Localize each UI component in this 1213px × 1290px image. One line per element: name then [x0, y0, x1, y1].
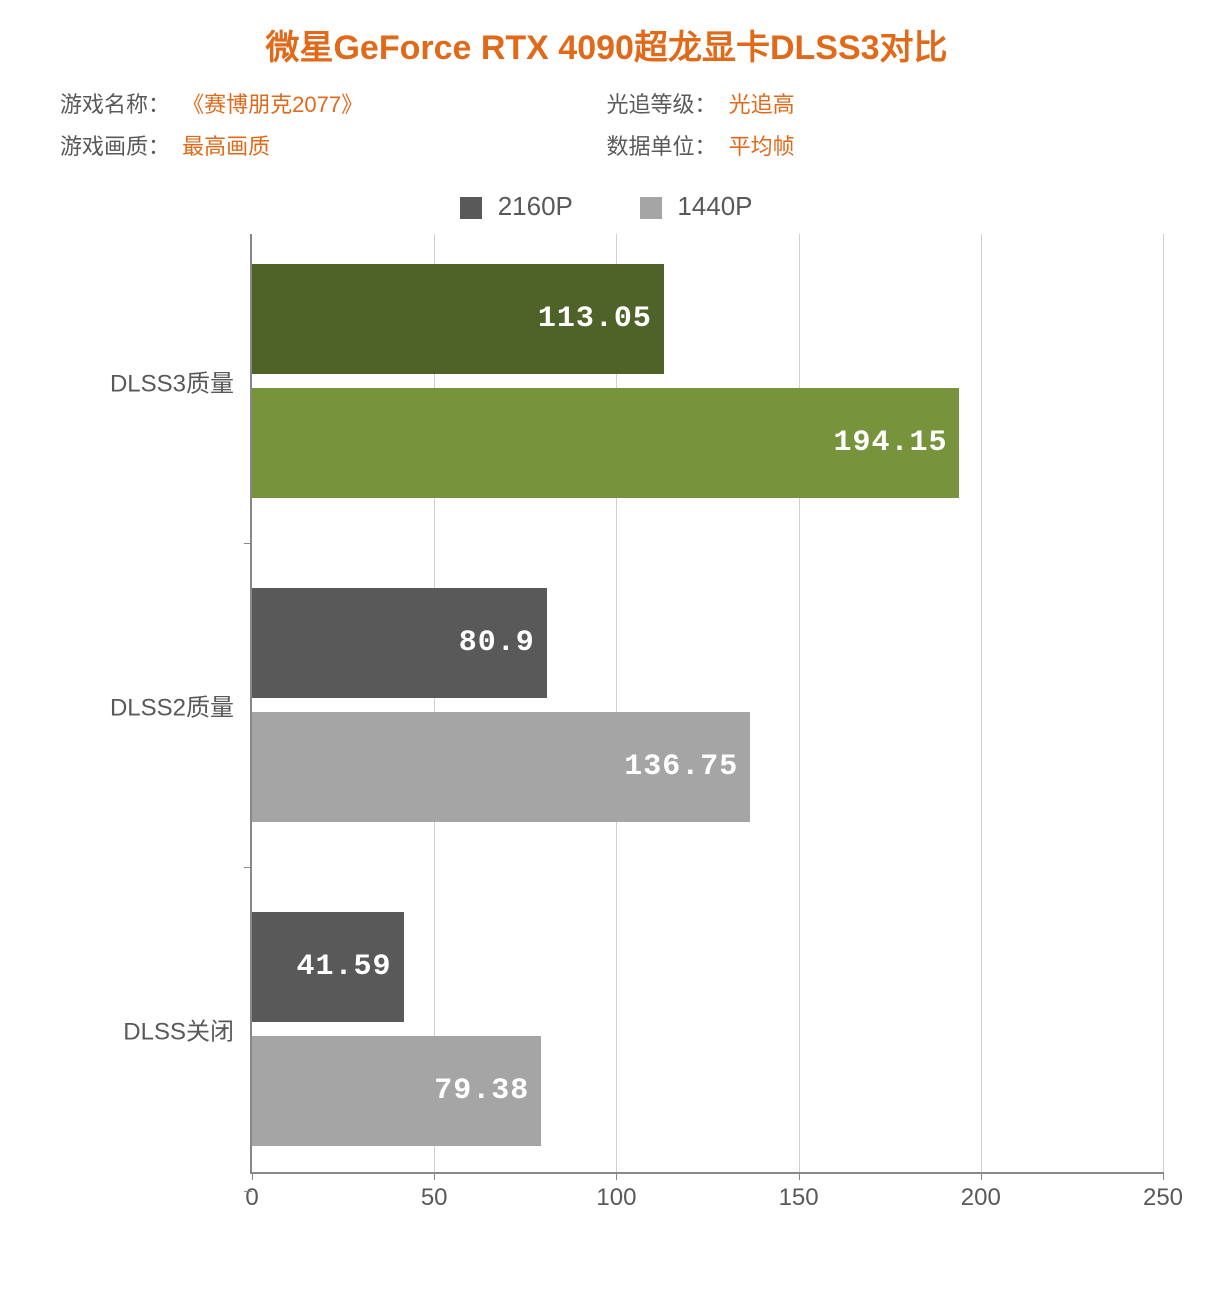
y-tick — [244, 543, 252, 544]
y-category-label: DLSS2质量 — [110, 688, 234, 723]
legend-swatch-2160p — [460, 197, 482, 219]
bar: 80.9 — [252, 588, 547, 698]
x-tick-label: 0 — [245, 1184, 258, 1212]
meta-quality-label: 游戏画质： — [60, 134, 170, 159]
y-tick — [244, 867, 252, 868]
x-tick-label: 150 — [779, 1184, 819, 1212]
meta-quality: 游戏画质： 最高画质 — [60, 129, 607, 161]
legend-item-2160p: 2160P — [460, 191, 572, 222]
legend-swatch-1440p — [640, 197, 662, 219]
chart-area: 0 50 100 150 200 250 DLSS3质量 DLSS2质量 DLSS关闭 113.0… — [30, 234, 1183, 1234]
x-tick-label: 250 — [1143, 1184, 1183, 1212]
x-tick — [799, 1172, 800, 1180]
y-category-label: DLSS3质量 — [110, 364, 234, 399]
y-category-label: DLSS关闭 — [123, 1012, 234, 1047]
meta-block: 游戏名称： 《赛博朋克2077》 光追等级： 光追高 游戏画质： 最高画质 数据… — [30, 87, 1183, 171]
meta-rt-label: 光追等级： — [607, 92, 717, 117]
legend-label-2160p: 2160P — [498, 191, 573, 221]
bar: 113.05 — [252, 264, 664, 374]
plot-area: 050100150200250DLSS3质量DLSS2质量DLSS关闭113.0… — [250, 234, 1163, 1174]
bar: 41.59 — [252, 912, 404, 1022]
x-tick-label: 100 — [596, 1184, 636, 1212]
grid-line — [1163, 234, 1164, 1172]
bar: 194.15 — [252, 388, 959, 498]
meta-unit-label: 数据单位： — [607, 134, 717, 159]
meta-rt-value: 光追高 — [729, 92, 795, 117]
x-tick-label: 50 — [421, 1184, 448, 1212]
x-tick — [434, 1172, 435, 1180]
legend: 2160P 1440P — [30, 191, 1183, 222]
meta-game: 游戏名称： 《赛博朋克2077》 — [60, 87, 607, 119]
meta-unit: 数据单位： 平均帧 — [607, 129, 1154, 161]
grid-line — [616, 234, 617, 1172]
meta-quality-value: 最高画质 — [182, 134, 270, 159]
meta-rt: 光追等级： 光追高 — [607, 87, 1154, 119]
bar-value-label: 79.38 — [434, 1074, 529, 1108]
bar-value-label: 136.75 — [624, 750, 738, 784]
y-tick — [244, 1191, 252, 1192]
bar-value-label: 194.15 — [833, 426, 947, 460]
legend-label-1440p: 1440P — [677, 191, 752, 221]
x-tick — [252, 1172, 253, 1180]
bar-value-label: 41.59 — [297, 950, 392, 984]
grid-line — [981, 234, 982, 1172]
bar: 136.75 — [252, 712, 750, 822]
chart-title: 微星GeForce RTX 4090超龙显卡DLSS3对比 — [30, 20, 1183, 69]
meta-unit-value: 平均帧 — [729, 134, 795, 159]
meta-game-value: 《赛博朋克2077》 — [182, 92, 363, 117]
x-tick — [1163, 1172, 1164, 1180]
meta-game-label: 游戏名称： — [60, 92, 170, 117]
x-tick-label: 200 — [961, 1184, 1001, 1212]
bar: 79.38 — [252, 1036, 541, 1146]
legend-item-1440p: 1440P — [640, 191, 752, 222]
bar-value-label: 113.05 — [538, 302, 652, 336]
bar-value-label: 80.9 — [459, 626, 535, 660]
x-tick — [981, 1172, 982, 1180]
grid-line — [799, 234, 800, 1172]
grid-line — [434, 234, 435, 1172]
x-tick — [616, 1172, 617, 1180]
